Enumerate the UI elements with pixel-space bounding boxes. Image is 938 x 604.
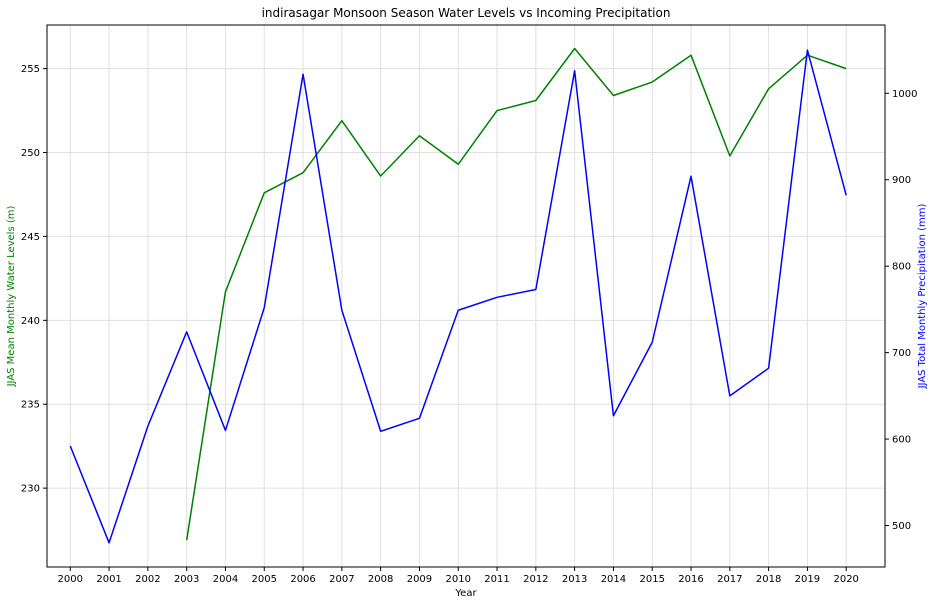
grid — [47, 25, 885, 567]
x-tick-label: 2006 — [290, 574, 315, 585]
y-left-tick-label: 245 — [21, 232, 40, 243]
x-tick-label: 2019 — [795, 574, 820, 585]
y-left-tick-label: 230 — [21, 484, 40, 495]
plot-frame — [46, 24, 886, 568]
x-tick-label: 2011 — [484, 574, 509, 585]
y-left-tick-label: 255 — [21, 64, 40, 75]
x-axis-label: Year — [454, 588, 477, 599]
y-right-tick-label: 600 — [892, 435, 911, 446]
x-tick-label: 2018 — [756, 574, 781, 585]
x-tick-label: 2004 — [213, 574, 238, 585]
x-tick-label: 2017 — [717, 574, 742, 585]
y-right-tick-label: 1000 — [892, 89, 917, 100]
y-left-tick-label: 240 — [21, 316, 40, 327]
x-tick-label: 2016 — [678, 574, 703, 585]
precipitation-line — [69, 49, 847, 544]
x-tick-label: 2001 — [96, 574, 121, 585]
x-tick-label: 2003 — [174, 574, 199, 585]
x-tick-label: 2002 — [135, 574, 160, 585]
y-left-tick-label: 235 — [21, 400, 40, 411]
y-right-tick-label: 900 — [892, 175, 911, 186]
x-tick-label: 2007 — [329, 574, 354, 585]
y-axis-left-label: JJAS Mean Monthly Water Levels (m) — [6, 206, 17, 388]
x-tick-label: 2005 — [252, 574, 277, 585]
series-layer — [69, 47, 847, 544]
y-right-tick-label: 700 — [892, 348, 911, 359]
water-level-line — [185, 47, 847, 541]
x-tick-label: 2013 — [562, 574, 587, 585]
y-axis-left: 230 235 240 245 250 255 — [21, 64, 47, 495]
x-tick-label: 2009 — [407, 574, 432, 585]
y-right-tick-label: 500 — [892, 521, 911, 532]
x-tick-label: 2015 — [639, 574, 664, 585]
x-tick-label: 2010 — [446, 574, 471, 585]
x-tick-label: 2020 — [833, 574, 858, 585]
x-tick-label: 2008 — [368, 574, 393, 585]
y-axis-right: 500 600 700 800 900 1000 — [885, 89, 917, 532]
x-tick-label: 2012 — [523, 574, 548, 585]
y-left-tick-label: 250 — [21, 148, 40, 159]
x-tick-label: 2014 — [601, 574, 626, 585]
y-right-tick-label: 800 — [892, 262, 911, 273]
y-axis-right-label: JJAS Total Monthly Precipitation (mm) — [917, 203, 928, 389]
chart-title: indirasagar Monsoon Season Water Levels … — [262, 6, 671, 20]
x-axis: 2000 2001 2002 2003 2004 2005 2006 2007 2008 2009… — [58, 567, 859, 585]
x-tick-label: 2000 — [58, 574, 83, 585]
